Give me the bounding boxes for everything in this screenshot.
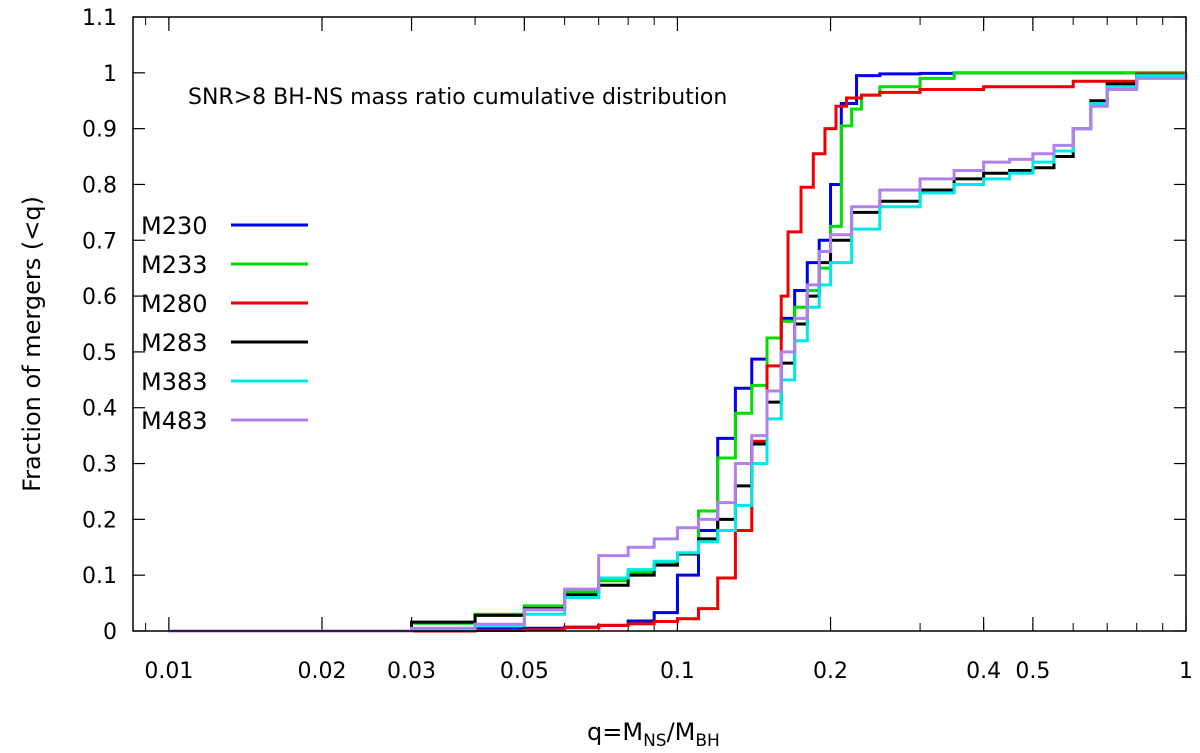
legend-label-m483: M483 [141, 407, 208, 435]
x-tick-label: 0.5 [1015, 659, 1050, 684]
y-axis-title: Fraction of mergers (<q) [18, 196, 46, 492]
x-tick-label: 0.4 [966, 659, 1001, 684]
y-tick-label: 0.3 [82, 453, 117, 478]
legend-label-m383: M383 [141, 368, 208, 396]
x-tick-label: 0.01 [144, 659, 193, 684]
legend-label-m233: M233 [141, 251, 208, 279]
y-tick-label: 0 [103, 620, 117, 645]
series-line-m280 [168, 72, 1188, 633]
x-tick-label: 1 [1179, 659, 1193, 684]
x-tick-label: 0.02 [297, 659, 346, 684]
axis-ticks: 0 0.1 0.2 0.3 0.4 0.5 0.6 0.7 0.8 0.9 1 1.1 0.01 0.02… [82, 6, 1193, 684]
x-tick-label: 0.03 [387, 659, 436, 684]
plot-frame [132, 16, 1187, 632]
y-tick-label: 0.6 [82, 285, 117, 310]
legend: M230 M233 M280 M283 M383 M483 [141, 212, 308, 435]
y-tick-label: 0.1 [82, 564, 117, 589]
y-tick-label: 0.5 [82, 341, 117, 366]
series-group [168, 71, 1188, 633]
x-axis-title-sub1: NS [643, 731, 667, 751]
legend-label-m230: M230 [141, 212, 208, 240]
legend-label-m283: M283 [141, 329, 208, 357]
x-axis-title: q=MNS/MBH [587, 718, 720, 751]
x-axis-title-base: q=M [587, 718, 643, 746]
chart-title: SNR>8 BH-NS mass ratio cumulative distri… [188, 85, 727, 110]
x-axis-title-mid: /M [667, 718, 696, 746]
y-tick-label: 0.4 [82, 397, 117, 422]
y-tick-label: 1.1 [82, 6, 117, 31]
x-tick-label: 0.05 [500, 659, 549, 684]
x-tick-label: 0.1 [660, 659, 695, 684]
x-tick-label: 0.2 [813, 659, 848, 684]
y-tick-label: 0.8 [82, 173, 117, 198]
legend-label-m280: M280 [141, 290, 208, 318]
series-line-m483 [168, 72, 1188, 633]
y-tick-label: 0.9 [82, 118, 117, 143]
y-tick-label: 0.7 [82, 229, 117, 254]
y-tick-label: 0.2 [82, 508, 117, 533]
y-tick-label: 1 [103, 62, 117, 87]
x-axis-title-sub2: BH [695, 731, 719, 751]
